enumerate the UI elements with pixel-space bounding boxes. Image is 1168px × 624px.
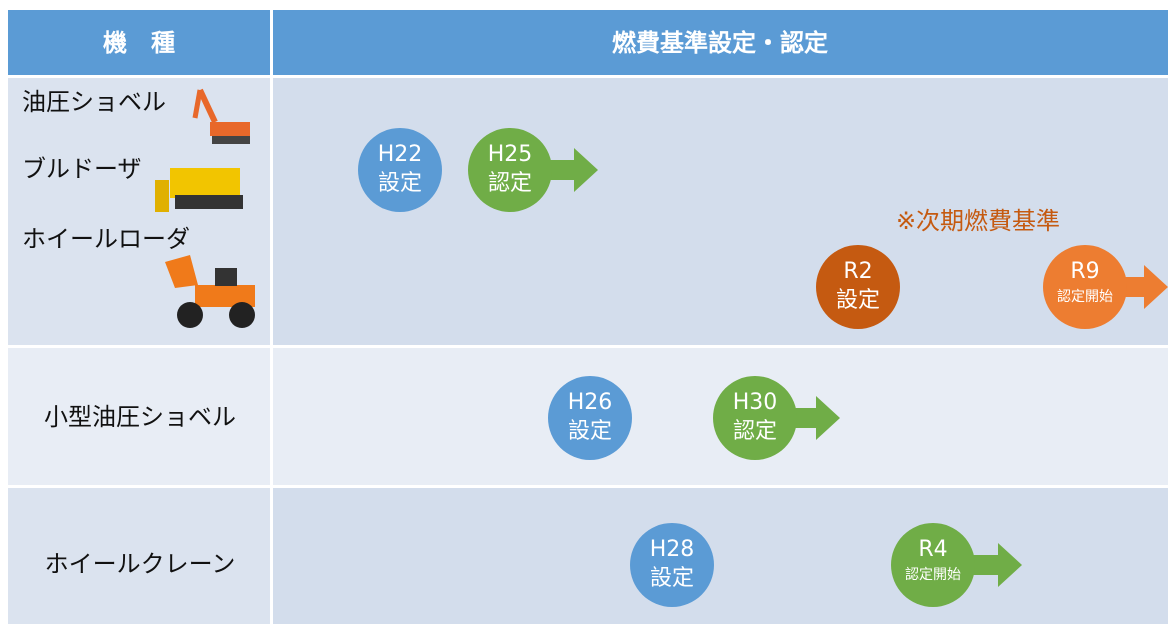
machine-name: 油圧ショベル	[22, 88, 166, 116]
milestone	[358, 128, 442, 212]
milestone	[548, 376, 632, 460]
milestone-label: 認定	[488, 171, 532, 196]
milestone	[468, 128, 552, 212]
milestone-label: 設定	[650, 566, 694, 591]
machine-name: 小型油圧ショベル	[44, 403, 236, 431]
milestone-label: 認定	[733, 419, 777, 444]
note: ※次期燃費基準	[896, 207, 1060, 235]
milestone	[630, 523, 714, 607]
header-text: 燃費基準設定・認定	[612, 29, 828, 57]
milestone-label: 認定開始	[1057, 289, 1113, 305]
machine-name: ホイールローダ	[22, 225, 190, 253]
machine-name: ホイールクレーン	[45, 550, 236, 578]
milestone-era: H22	[378, 142, 423, 167]
schedule-table: 機 種 燃費基準設定・認定 油圧ショベルブルドーザホイールローダ ※次期燃費基準 H…	[0, 0, 1168, 624]
milestone-era: R2	[843, 259, 872, 284]
milestone	[1043, 245, 1127, 329]
header-text: 機 種	[103, 29, 175, 57]
milestone-era: H26	[568, 390, 613, 415]
milestone-label: 設定	[378, 171, 422, 196]
milestone	[713, 376, 797, 460]
machine-name: ブルドーザ	[22, 155, 142, 183]
milestone-era: H30	[733, 390, 778, 415]
milestone-label: 設定	[836, 288, 880, 313]
milestone-era: H25	[488, 142, 533, 167]
milestone	[816, 245, 900, 329]
milestone-label: 認定開始	[905, 567, 961, 583]
milestone-label: 設定	[568, 419, 612, 444]
milestone-era: H28	[650, 537, 695, 562]
row-cell	[273, 488, 1168, 624]
milestone-era: R4	[918, 537, 947, 562]
milestone-era: R9	[1070, 259, 1099, 284]
milestone	[891, 523, 975, 607]
